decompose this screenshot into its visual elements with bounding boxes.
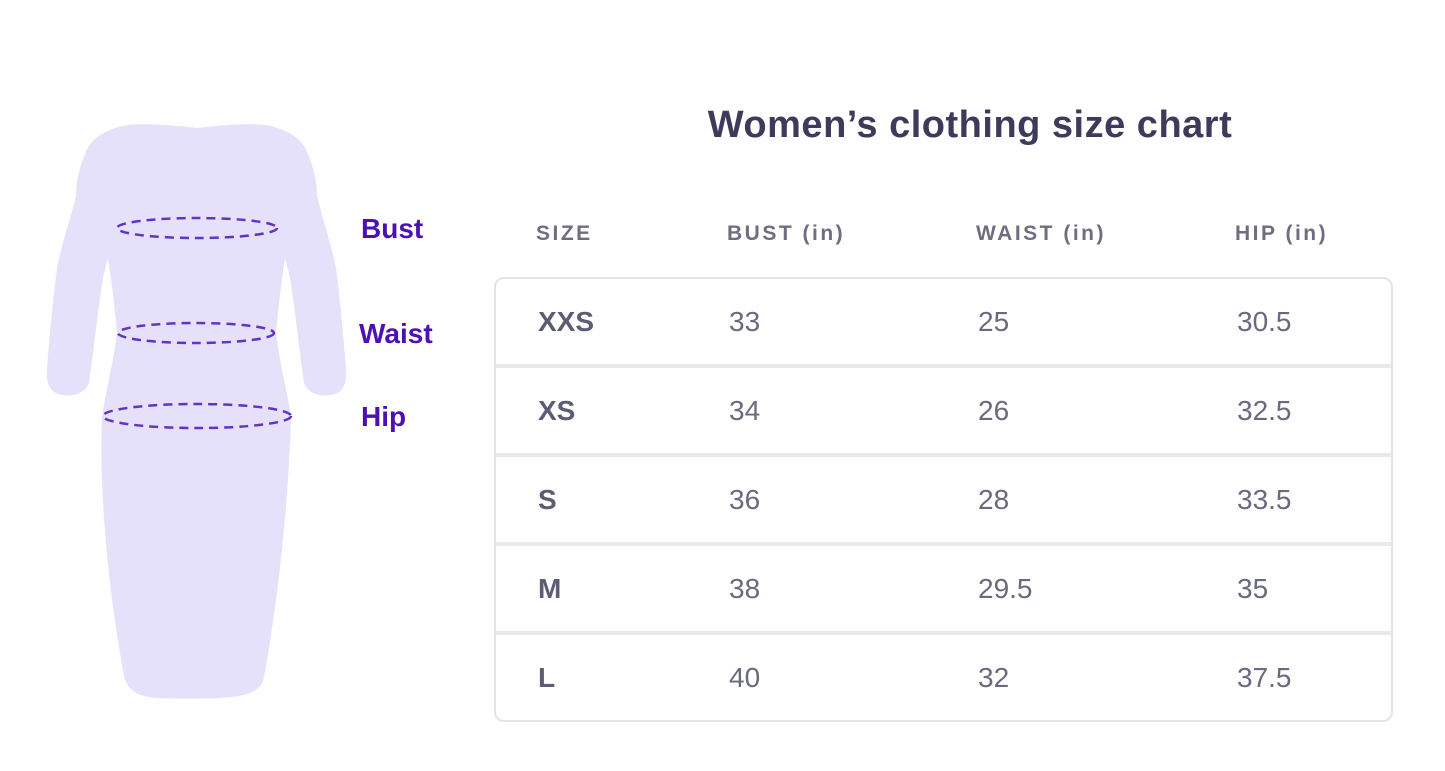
waist-value: 28 — [978, 483, 1010, 515]
table-row-l: L 40 32 37.5 — [496, 631, 1391, 720]
hip-value: 37.5 — [1237, 661, 1292, 693]
table-row-xxs: XXS 33 25 30.5 — [496, 279, 1391, 364]
table-row-s: S 36 28 33.5 — [496, 453, 1391, 542]
size-value: L — [538, 661, 556, 693]
waist-label: Waist — [359, 318, 433, 349]
bust-label: Bust — [361, 213, 424, 244]
waist-value: 25 — [978, 305, 1010, 337]
dress-silhouette — [46, 124, 347, 699]
bust-value: 34 — [729, 394, 761, 426]
bust-value: 38 — [729, 572, 761, 604]
size-value: XS — [538, 394, 576, 426]
table-header-row: SIZE BUST (in) WAIST (in) HIP (in) — [494, 212, 1393, 256]
hip-value: 35 — [1237, 572, 1269, 604]
hip-value: 32.5 — [1237, 394, 1292, 426]
size-table: XXS 33 25 30.5 XS 34 26 32.5 S 36 28 33.… — [494, 277, 1393, 722]
hip-value: 33.5 — [1237, 483, 1292, 515]
waist-value: 32 — [978, 661, 1010, 693]
size-value: XXS — [538, 305, 595, 337]
hip-measurement-line — [101, 402, 293, 430]
hip-label: Hip — [361, 401, 407, 432]
bust-value: 40 — [729, 661, 761, 693]
dress-illustration — [46, 124, 347, 699]
bust-measurement-line — [115, 216, 279, 240]
size-value: S — [538, 483, 557, 515]
bust-value: 36 — [729, 483, 761, 515]
waist-value: 26 — [978, 394, 1010, 426]
waist-value: 29.5 — [978, 572, 1033, 604]
waist-measurement-line — [116, 321, 276, 345]
bust-value: 33 — [729, 305, 761, 337]
column-header-bust: BUST (in) — [727, 222, 846, 245]
hip-value: 30.5 — [1237, 305, 1292, 337]
column-header-waist: WAIST (in) — [976, 222, 1106, 245]
table-row-m: M 38 29.5 35 — [496, 542, 1391, 631]
column-header-size: SIZE — [536, 222, 593, 245]
table-row-xs: XS 34 26 32.5 — [496, 364, 1391, 453]
size-value: M — [538, 572, 562, 604]
page-title: Women’s clothing size chart — [707, 104, 1233, 146]
column-header-hip: HIP (in) — [1235, 222, 1329, 245]
